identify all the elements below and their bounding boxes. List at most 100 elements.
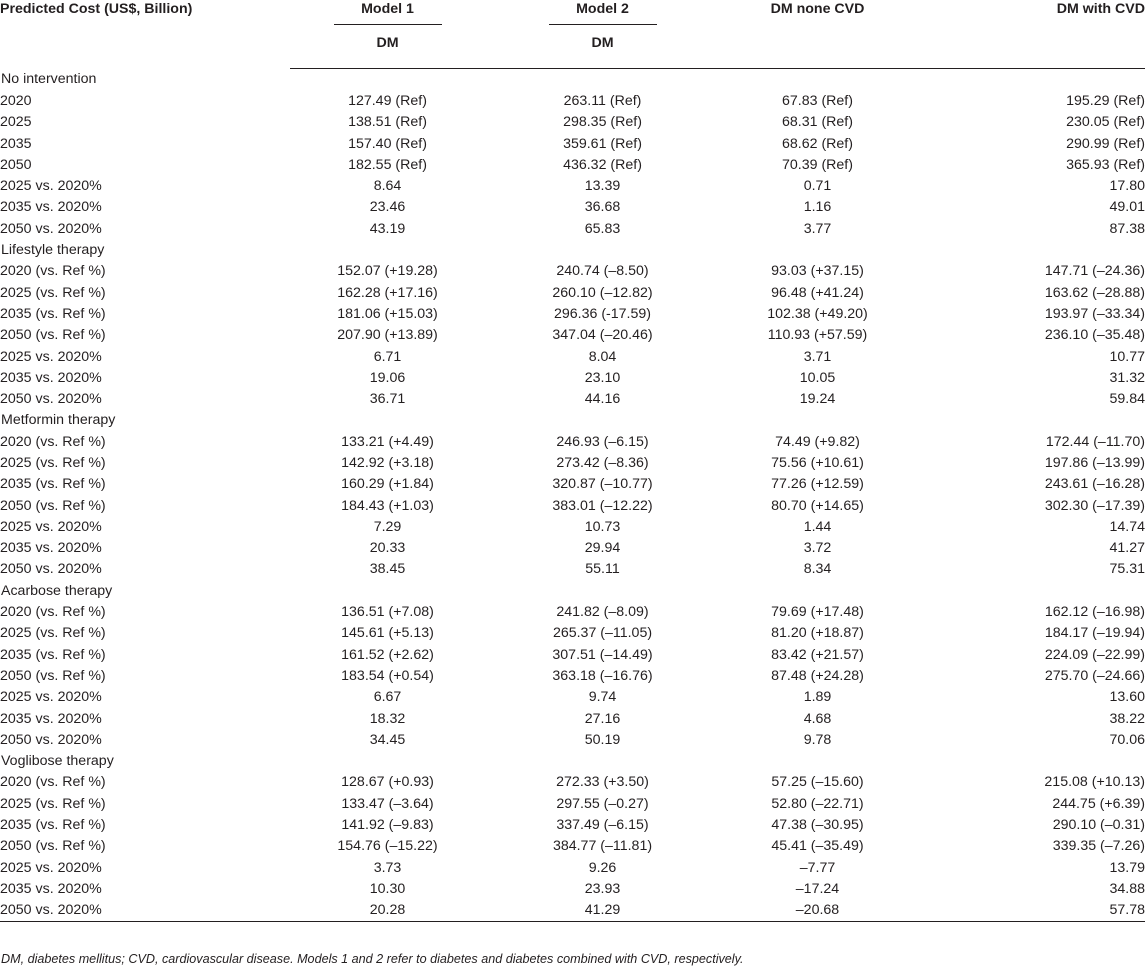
cell-model2: 436.32 (Ref)	[563, 156, 642, 173]
cell-model2: 27.16	[584, 710, 621, 727]
table-row: 2050 182.55 (Ref) 436.32 (Ref) 70.39 (Ref) 3…	[0, 154, 1145, 175]
column-subheader-model2: DM	[485, 34, 720, 69]
cell-model1: 23.46	[369, 199, 406, 216]
table-row: 2025 vs. 2020% 8.64 13.39 0.71 17.80	[0, 175, 1145, 196]
cell-model2: 273.42 (–8.36)	[556, 454, 649, 471]
row-label: 2035 vs. 2020%	[0, 199, 102, 216]
cell-dm-with-cvd: 215.08 (+10.13)	[1044, 774, 1145, 791]
cell-dm-with-cvd: 193.97 (–33.34)	[1044, 305, 1145, 322]
cell-dm-none-cvd: 68.62 (Ref)	[782, 135, 853, 152]
cell-model2: 8.04	[588, 348, 617, 365]
cell-dm-with-cvd: 195.29 (Ref)	[1066, 92, 1145, 109]
cell-model2: 13.39	[584, 178, 621, 195]
cell-model1: 182.55 (Ref)	[348, 156, 427, 173]
cell-dm-none-cvd: 83.42 (+21.57)	[771, 646, 864, 663]
row-label: 2035	[0, 135, 32, 152]
cell-dm-with-cvd: 172.44 (–11.70)	[1045, 433, 1145, 450]
cell-dm-none-cvd: 8.34	[803, 561, 832, 578]
cell-dm-with-cvd: 59.84	[1109, 391, 1145, 408]
table-row: 2050 (vs. Ref %) 183.54 (+0.54) 363.18 (–1…	[0, 665, 1145, 686]
cell-dm-none-cvd: 10.05	[799, 369, 836, 386]
cell-model2: 246.93 (–6.15)	[556, 433, 649, 450]
column-header-model1: Model 1	[333, 0, 442, 25]
row-label: 2025 (vs. Ref %)	[0, 284, 106, 301]
cell-dm-with-cvd: 57.78	[915, 899, 1145, 922]
cell-model2: 359.61 (Ref)	[563, 135, 642, 152]
cell-dm-with-cvd: 70.06	[1109, 731, 1145, 748]
cell-dm-none-cvd: 3.71	[803, 348, 832, 365]
row-label: 2020 (vs. Ref %)	[0, 604, 106, 621]
cell-model2: 23.10	[584, 369, 621, 386]
column-header-model2: Model 2	[548, 0, 657, 25]
cell-model1: 207.90 (+13.89)	[337, 327, 438, 344]
table-row: 2035 (vs. Ref %) 160.29 (+1.84) 320.87 (–1…	[0, 474, 1145, 495]
row-label: 2035 vs. 2020%	[0, 540, 102, 557]
cell-dm-none-cvd: 1.89	[803, 689, 832, 706]
cell-model1: 38.45	[369, 561, 406, 578]
cell-dm-none-cvd: 110.93 (+57.59)	[767, 327, 868, 344]
cell-dm-none-cvd: 102.38 (+49.20)	[767, 305, 868, 322]
cell-dm-with-cvd: 230.05 (Ref)	[1066, 114, 1145, 131]
table-body: No intervention 2020 127.49 (Ref) 263.11 (R…	[0, 69, 1145, 922]
row-label: 2025 vs. 2020%	[0, 518, 102, 535]
cell-model2: 272.33 (+3.50)	[556, 774, 649, 791]
cell-model1: 20.28	[290, 899, 485, 922]
table-row: 2025 vs. 2020% 6.71 8.04 3.71 10.77	[0, 346, 1145, 367]
table-footnote: DM, diabetes mellitus; CVD, cardiovascul…	[1, 952, 744, 966]
cell-dm-with-cvd: 224.09 (–22.99)	[1044, 646, 1145, 663]
cell-dm-with-cvd: 13.60	[1109, 689, 1145, 706]
cell-model1: 19.06	[369, 369, 406, 386]
table-row: 2035 (vs. Ref %) 161.52 (+2.62) 307.51 (–1…	[0, 644, 1145, 665]
cell-dm-none-cvd: 57.25 (–15.60)	[771, 774, 864, 791]
cell-model2: 296.36 (-17.59)	[553, 305, 651, 322]
cell-model1: 154.76 (–15.22)	[337, 838, 438, 855]
cell-dm-none-cvd: 67.83 (Ref)	[782, 92, 853, 109]
cell-dm-none-cvd: 77.26 (+12.59)	[771, 476, 864, 493]
table-row: 2035 vs. 2020% 20.33 29.94 3.72 41.27	[0, 538, 1145, 559]
cell-dm-none-cvd: 3.72	[803, 540, 832, 557]
cell-model1: 128.67 (+0.93)	[341, 774, 434, 791]
cell-model1: 3.73	[373, 859, 402, 876]
cell-dm-with-cvd: 49.01	[1109, 199, 1145, 216]
cell-dm-none-cvd: 81.20 (+18.87)	[771, 625, 864, 642]
cell-model1: 157.40 (Ref)	[348, 135, 427, 152]
cell-model2: 307.51 (–14.49)	[552, 646, 653, 663]
column-subheader-model1: DM	[290, 34, 485, 69]
cell-model1: 145.61 (+5.13)	[341, 625, 434, 642]
table-row: 2035 (vs. Ref %) 141.92 (–9.83) 337.49 (–6…	[0, 814, 1145, 835]
cell-model1: 6.67	[373, 689, 402, 706]
row-label: 2050	[0, 156, 32, 173]
cell-model2: 383.01 (–12.22)	[552, 497, 653, 514]
cell-dm-with-cvd: 339.35 (–7.26)	[1052, 838, 1145, 855]
row-label: 2050 vs. 2020%	[0, 391, 102, 408]
cell-dm-with-cvd: 87.38	[1109, 220, 1145, 237]
cell-model2: 41.29	[485, 899, 720, 922]
row-label: 2020 (vs. Ref %)	[0, 774, 106, 791]
table-row: 2035 157.40 (Ref) 359.61 (Ref) 68.62 (Ref) 2…	[0, 133, 1145, 154]
cell-dm-none-cvd: 74.49 (+9.82)	[775, 433, 860, 450]
table-row: 2025 (vs. Ref %) 162.28 (+17.16) 260.10 (–…	[0, 282, 1145, 303]
cell-model1: 181.06 (+15.03)	[337, 305, 438, 322]
cell-dm-with-cvd: 302.30 (–17.39)	[1044, 497, 1145, 514]
table-row: 2020 (vs. Ref %) 136.51 (+7.08) 241.82 (–8…	[0, 601, 1145, 622]
cell-model1: 36.71	[369, 391, 406, 408]
cell-model2: 265.37 (–11.05)	[552, 625, 653, 642]
row-label: 2025 vs. 2020%	[0, 689, 102, 706]
cell-dm-none-cvd: –20.68	[720, 899, 915, 922]
cell-dm-with-cvd: 275.70 (–24.66)	[1044, 667, 1145, 684]
cell-dm-none-cvd: 47.38 (–30.95)	[771, 817, 864, 834]
cell-model2: 384.77 (–11.81)	[552, 838, 653, 855]
cell-model2: 10.73	[584, 518, 621, 535]
cell-model2: 363.18 (–16.76)	[552, 667, 653, 684]
cell-dm-with-cvd: 162.12 (–16.98)	[1044, 604, 1145, 621]
cell-dm-with-cvd: 244.75 (+6.39)	[1052, 795, 1145, 812]
row-label: 2020 (vs. Ref %)	[0, 433, 106, 450]
cell-model1: 183.54 (+0.54)	[341, 667, 434, 684]
cell-model2: 263.11 (Ref)	[563, 92, 642, 109]
cell-dm-with-cvd: 147.71 (–24.36)	[1044, 263, 1145, 280]
table-row: 2025 vs. 2020% 6.67 9.74 1.89 13.60	[0, 687, 1145, 708]
cell-model2: 260.10 (–12.82)	[552, 284, 653, 301]
table-row: 2035 vs. 2020% 23.46 36.68 1.16 49.01	[0, 197, 1145, 218]
cell-dm-none-cvd: 96.48 (+41.24)	[771, 284, 864, 301]
cell-model2: 297.55 (–0.27)	[556, 795, 649, 812]
